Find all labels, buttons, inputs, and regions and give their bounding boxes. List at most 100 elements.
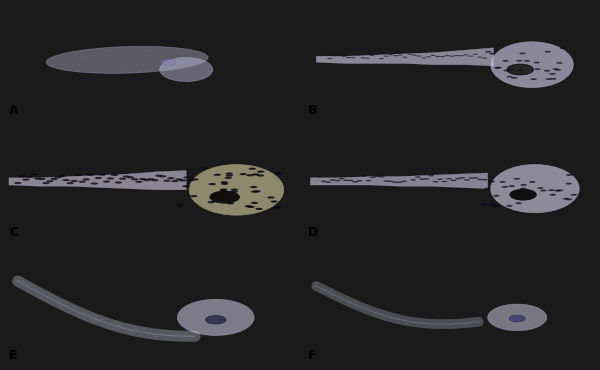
Ellipse shape xyxy=(139,178,146,180)
Ellipse shape xyxy=(446,178,452,179)
Ellipse shape xyxy=(30,173,38,175)
Ellipse shape xyxy=(177,204,184,206)
Ellipse shape xyxy=(123,330,128,331)
Ellipse shape xyxy=(339,299,343,301)
Text: A: A xyxy=(9,104,19,117)
Ellipse shape xyxy=(364,307,368,309)
Ellipse shape xyxy=(155,175,163,177)
Ellipse shape xyxy=(331,295,335,296)
Ellipse shape xyxy=(151,179,158,181)
Ellipse shape xyxy=(507,69,513,71)
Ellipse shape xyxy=(421,57,427,58)
Ellipse shape xyxy=(226,174,233,176)
Ellipse shape xyxy=(571,194,577,196)
Ellipse shape xyxy=(412,55,417,56)
Ellipse shape xyxy=(257,174,264,176)
Ellipse shape xyxy=(469,177,474,179)
Text: B: B xyxy=(307,104,317,117)
Ellipse shape xyxy=(383,180,389,182)
Ellipse shape xyxy=(179,179,187,181)
Ellipse shape xyxy=(482,179,488,181)
Ellipse shape xyxy=(26,176,34,178)
Ellipse shape xyxy=(560,47,566,49)
Ellipse shape xyxy=(545,51,551,53)
Ellipse shape xyxy=(356,180,362,182)
Ellipse shape xyxy=(493,195,500,197)
Ellipse shape xyxy=(87,314,92,316)
Ellipse shape xyxy=(460,177,466,179)
Ellipse shape xyxy=(210,191,239,203)
Ellipse shape xyxy=(451,179,457,181)
Ellipse shape xyxy=(247,206,254,208)
Ellipse shape xyxy=(514,178,520,180)
Ellipse shape xyxy=(271,201,278,203)
Ellipse shape xyxy=(50,178,58,180)
Ellipse shape xyxy=(147,178,154,180)
Ellipse shape xyxy=(350,57,356,58)
Ellipse shape xyxy=(388,181,394,182)
Ellipse shape xyxy=(446,324,451,326)
Ellipse shape xyxy=(355,307,360,309)
Ellipse shape xyxy=(566,174,572,176)
Ellipse shape xyxy=(566,198,572,201)
Ellipse shape xyxy=(455,322,459,323)
Ellipse shape xyxy=(566,183,572,185)
Ellipse shape xyxy=(79,181,86,183)
Ellipse shape xyxy=(163,180,170,182)
Ellipse shape xyxy=(159,175,167,178)
Ellipse shape xyxy=(473,177,479,179)
Ellipse shape xyxy=(405,323,409,324)
Ellipse shape xyxy=(83,178,90,181)
Ellipse shape xyxy=(463,54,469,56)
Ellipse shape xyxy=(424,178,430,180)
Polygon shape xyxy=(316,48,494,66)
Ellipse shape xyxy=(520,184,527,186)
Ellipse shape xyxy=(533,62,540,63)
Ellipse shape xyxy=(75,313,80,314)
Ellipse shape xyxy=(93,316,98,317)
Ellipse shape xyxy=(510,189,536,200)
Ellipse shape xyxy=(485,51,491,53)
Ellipse shape xyxy=(397,319,401,320)
Ellipse shape xyxy=(550,78,557,80)
Ellipse shape xyxy=(63,305,68,306)
Ellipse shape xyxy=(556,62,563,64)
Ellipse shape xyxy=(379,176,385,178)
Ellipse shape xyxy=(499,181,506,183)
Ellipse shape xyxy=(111,174,118,176)
Ellipse shape xyxy=(144,55,148,56)
Ellipse shape xyxy=(428,175,434,176)
Ellipse shape xyxy=(537,187,544,189)
Ellipse shape xyxy=(45,295,50,297)
Ellipse shape xyxy=(438,323,442,324)
Text: F: F xyxy=(307,349,316,362)
Ellipse shape xyxy=(123,175,130,178)
Ellipse shape xyxy=(160,332,164,334)
Ellipse shape xyxy=(347,179,353,181)
Ellipse shape xyxy=(230,191,238,193)
Ellipse shape xyxy=(337,54,342,55)
Ellipse shape xyxy=(327,58,332,59)
Ellipse shape xyxy=(274,172,282,174)
Ellipse shape xyxy=(253,190,260,192)
Ellipse shape xyxy=(95,177,102,179)
Ellipse shape xyxy=(489,204,495,206)
Ellipse shape xyxy=(407,54,412,55)
Ellipse shape xyxy=(402,57,407,58)
Ellipse shape xyxy=(435,56,440,57)
Ellipse shape xyxy=(332,55,337,56)
Ellipse shape xyxy=(554,69,561,71)
Ellipse shape xyxy=(21,281,26,282)
Ellipse shape xyxy=(393,55,398,56)
Ellipse shape xyxy=(482,203,488,205)
Ellipse shape xyxy=(529,181,536,183)
Ellipse shape xyxy=(478,57,482,58)
Ellipse shape xyxy=(191,178,199,181)
Ellipse shape xyxy=(437,178,443,180)
Ellipse shape xyxy=(473,54,478,55)
Polygon shape xyxy=(9,171,186,190)
Ellipse shape xyxy=(488,181,495,182)
Ellipse shape xyxy=(540,189,547,192)
Ellipse shape xyxy=(212,194,220,196)
Ellipse shape xyxy=(251,202,258,204)
